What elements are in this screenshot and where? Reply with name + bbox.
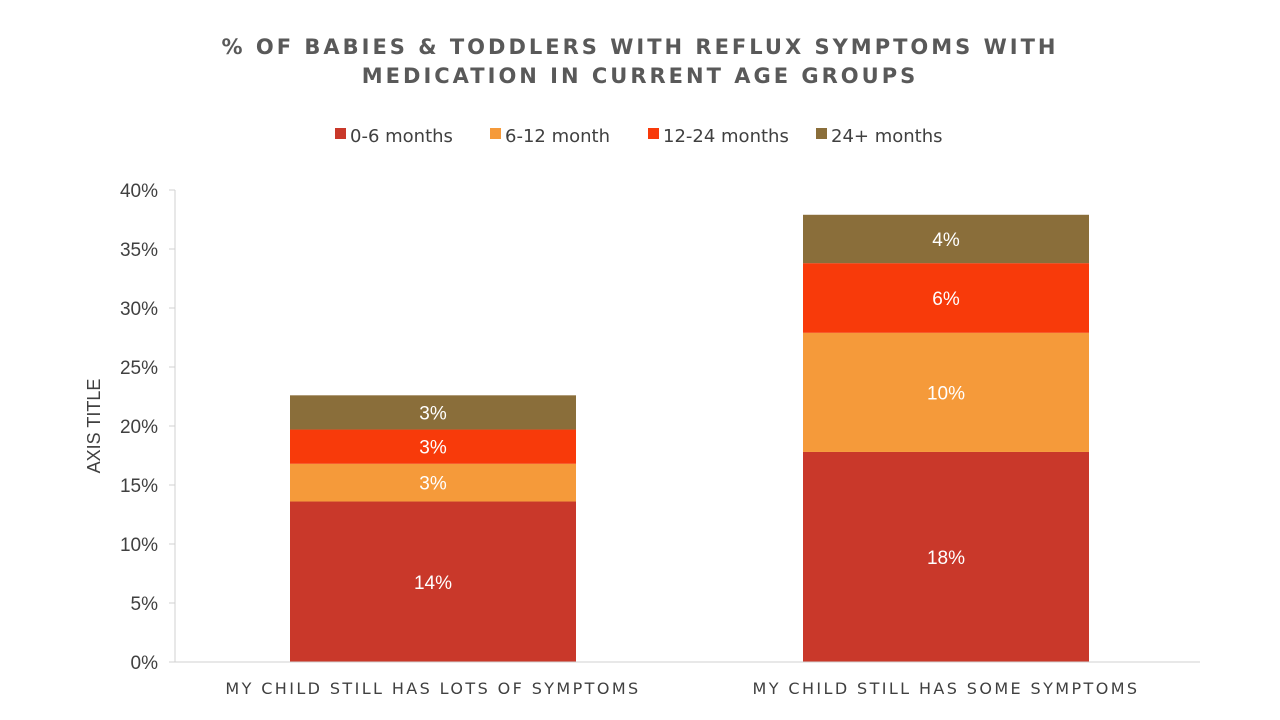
legend-swatch <box>490 128 501 139</box>
bars: 14% 3% 3% 3% 18% 10% 6% 4% <box>290 214 1089 662</box>
legend-label: 24+ months <box>831 126 943 147</box>
bar-segment <box>290 395 576 430</box>
legend-label: 6-12 month <box>505 126 610 147</box>
bar-segment <box>803 451 1089 662</box>
chart-title-line-1: % OF BABIES & TODDLERS WITH REFLUX SYMPT… <box>222 35 1059 59</box>
legend-label: 0-6 months <box>350 126 453 147</box>
chart-title-line-2: MEDICATION IN CURRENT AGE GROUPS <box>362 64 918 88</box>
legend-swatch <box>648 128 659 139</box>
y-tick-label: 15% <box>120 476 158 497</box>
legend-swatch <box>335 128 346 139</box>
data-label: 18% <box>927 548 965 569</box>
legend-swatch <box>816 128 827 139</box>
bar-segment <box>290 429 576 464</box>
bar-segment <box>290 501 576 662</box>
legend: 0-6 months 6-12 month 12-24 months 24+ mont… <box>335 126 943 147</box>
data-label: 3% <box>419 403 447 424</box>
y-tick-label: 30% <box>120 299 158 320</box>
y-tick-label: 20% <box>120 417 158 438</box>
data-label: 14% <box>414 573 452 594</box>
y-tick-label: 35% <box>120 240 158 261</box>
data-label: 10% <box>927 383 965 404</box>
y-tick-label: 10% <box>120 535 158 556</box>
y-axis-title: AXIS TITLE <box>84 379 104 474</box>
data-label: 6% <box>932 289 960 310</box>
category-label: MY CHILD STILL HAS SOME SYMPTOMS <box>753 679 1140 698</box>
legend-label: 12-24 months <box>663 126 789 147</box>
data-label: 4% <box>932 230 960 251</box>
bar-segment <box>803 263 1089 333</box>
category-labels: MY CHILD STILL HAS LOTS OF SYMPTOMS MY CH… <box>225 679 1140 698</box>
y-tick-label: 25% <box>120 358 158 379</box>
bar-segment <box>803 214 1089 264</box>
bar-segment <box>290 463 576 502</box>
bar-segment <box>803 332 1089 452</box>
y-tick-label: 0% <box>131 653 159 674</box>
y-axis-ticks: 0% 5% 10% 15% 20% 25% 30% 35% 40% <box>120 181 175 674</box>
data-label: 3% <box>419 438 447 459</box>
y-tick-label: 40% <box>120 181 158 202</box>
category-label: MY CHILD STILL HAS LOTS OF SYMPTOMS <box>225 679 640 698</box>
y-tick-label: 5% <box>131 594 159 615</box>
data-label: 3% <box>419 474 447 495</box>
